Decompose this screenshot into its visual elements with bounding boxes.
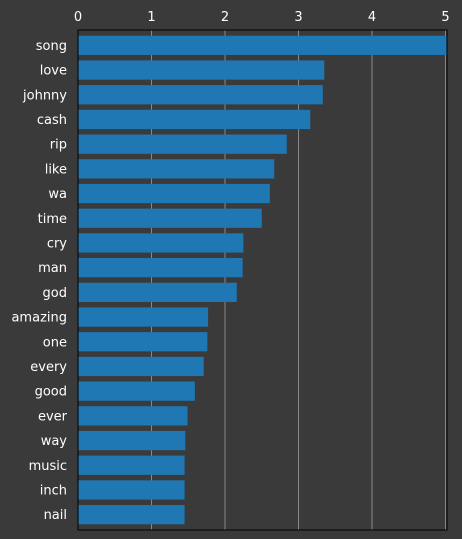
- category-label: rip: [50, 138, 67, 153]
- bar-johnny: [78, 85, 323, 105]
- x-tick-label: 3: [294, 10, 302, 25]
- category-label: one: [43, 335, 67, 350]
- category-label: song: [36, 39, 67, 54]
- category-label: nail: [44, 508, 67, 523]
- bar-god: [78, 282, 237, 302]
- bar-like: [78, 159, 275, 179]
- category-label: good: [35, 385, 67, 400]
- category-label: god: [43, 286, 67, 301]
- x-tick-label: 0: [74, 10, 82, 25]
- category-label: johnny: [22, 88, 67, 103]
- x-tick-label: 2: [221, 10, 229, 25]
- x-tick-label: 5: [441, 10, 449, 25]
- category-label: man: [38, 261, 67, 276]
- gridlines: [151, 30, 447, 530]
- category-label: inch: [40, 483, 67, 498]
- category-label: way: [41, 434, 68, 449]
- bar-man: [78, 258, 243, 278]
- x-axis-ticks: 0 1 2 3 4 5: [74, 10, 450, 25]
- bar-song: [78, 35, 447, 55]
- category-label: cash: [37, 113, 67, 128]
- category-label: every: [30, 360, 67, 375]
- category-labels: song love johnny cash rip like wa time cry man god…: [11, 39, 67, 523]
- category-label: time: [38, 212, 67, 227]
- bar-cash: [78, 109, 311, 130]
- bar-ever: [78, 406, 188, 426]
- bars: [78, 35, 447, 525]
- category-label: love: [40, 64, 67, 79]
- bar-one: [78, 332, 208, 352]
- bar-inch: [78, 480, 185, 500]
- category-label: amazing: [11, 311, 67, 326]
- bar-cry: [78, 233, 244, 253]
- x-tick-label: 4: [368, 10, 376, 25]
- bar-love: [78, 60, 325, 80]
- bar-time: [78, 208, 262, 228]
- bar-every: [78, 356, 204, 377]
- bar-way: [78, 430, 186, 451]
- bar-nail: [78, 505, 185, 525]
- category-label: ever: [38, 409, 68, 424]
- bar-wa: [78, 183, 270, 204]
- category-label: wa: [48, 187, 67, 202]
- x-tick-label: 1: [147, 10, 155, 25]
- bar-music: [78, 455, 185, 475]
- category-label: music: [29, 459, 67, 474]
- category-label: cry: [47, 236, 67, 251]
- bar-rip: [78, 134, 287, 154]
- plot-area-frame: [77, 29, 448, 531]
- bar-good: [78, 381, 195, 401]
- category-label: like: [45, 162, 67, 177]
- bar-amazing: [78, 307, 209, 327]
